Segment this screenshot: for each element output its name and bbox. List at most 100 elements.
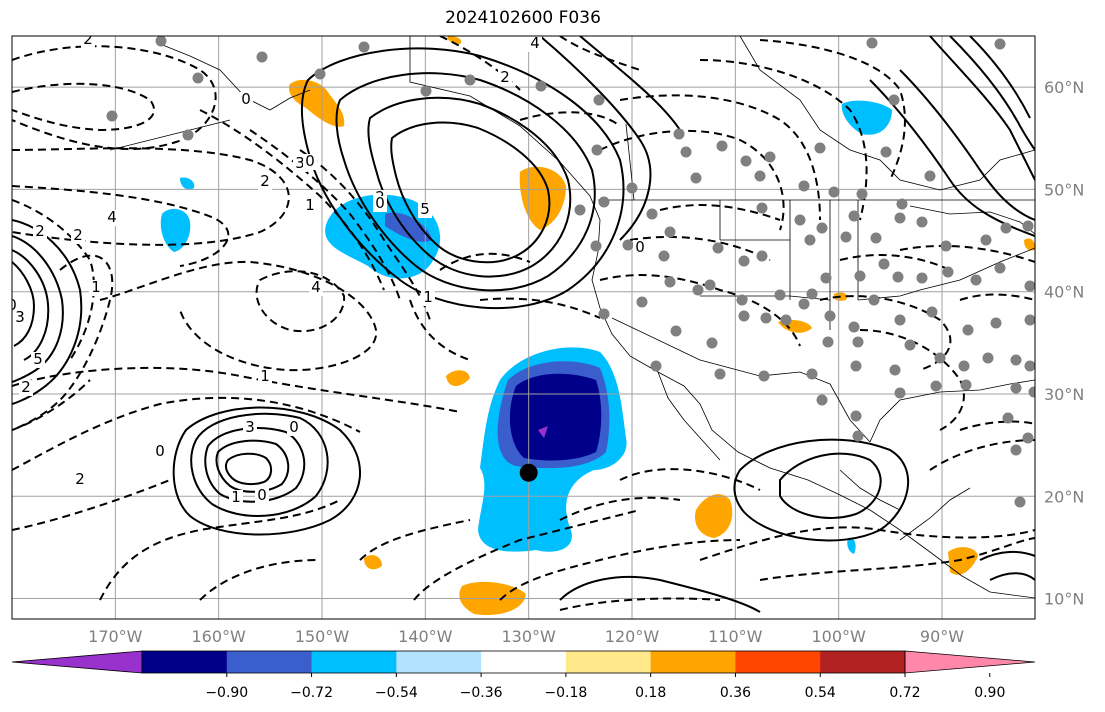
contour-label: 0 — [155, 442, 165, 460]
contour-label: 0 — [289, 418, 299, 436]
contour-label-bg — [71, 228, 85, 244]
station-dot — [822, 336, 834, 348]
station-dot — [738, 310, 750, 322]
contour-label: 2 — [35, 222, 45, 240]
station-dot — [756, 202, 768, 214]
colorbar-tick-label: 0.72 — [889, 685, 920, 701]
contour-labels: 24023124520402123520101023010 — [7, 34, 647, 506]
contour-label-bg — [31, 352, 45, 368]
contour-label-bg — [19, 380, 33, 396]
station-dot — [598, 308, 610, 320]
colorbar-tick-labels: −0.90 −0.72 −0.54 −0.36 −0.18 0.18 0.36 0.54 0.7… — [205, 673, 1005, 701]
contour-label-bg — [81, 36, 95, 48]
station-dot — [622, 239, 634, 251]
lon-tick-label: 100°W — [811, 627, 866, 646]
lon-tick-label: 120°W — [605, 627, 660, 646]
colorbar-tick-label: −0.72 — [290, 685, 333, 701]
contour-label-bg — [287, 420, 301, 436]
station-dot — [670, 325, 682, 337]
shaded-anomalies — [160, 36, 1035, 616]
contour-label: 5 — [420, 200, 430, 218]
colorbar — [11, 650, 1036, 674]
station-dot — [192, 72, 204, 84]
station-dot — [1010, 382, 1022, 394]
contour-label: 3 — [245, 418, 255, 436]
contour-label: 1 — [423, 288, 433, 306]
station-dot — [794, 214, 806, 226]
contour-label: 3 — [295, 154, 305, 172]
contour-label-bg — [239, 92, 253, 108]
contour-label: 0 — [635, 238, 645, 256]
station-dot — [816, 222, 828, 234]
station-dot — [574, 204, 586, 216]
station-dot — [692, 284, 704, 296]
contour-label: 0 — [257, 486, 267, 504]
contour-label-bg — [73, 472, 87, 488]
station-dot — [780, 314, 792, 326]
station-dot — [420, 85, 432, 97]
colorbar-tick-label: 0.36 — [720, 685, 751, 701]
contour-label: 5 — [33, 350, 43, 368]
station-dot — [358, 41, 370, 53]
station-dot — [962, 324, 974, 336]
station-dot — [894, 387, 906, 399]
station-dot — [1000, 222, 1012, 234]
contour-label-bg — [89, 280, 103, 296]
station-dot — [155, 36, 167, 47]
station-dot — [1010, 354, 1022, 366]
contour-label: 0 — [375, 194, 385, 212]
station-dot — [940, 240, 952, 252]
contour-label: 0 — [7, 296, 17, 314]
station-dot — [816, 394, 828, 406]
contour-label-bg — [528, 36, 542, 52]
station-dot — [738, 255, 750, 267]
lon-tick-label: 110°W — [708, 627, 763, 646]
station-dot — [892, 271, 904, 283]
station-dot — [712, 242, 724, 254]
station-dot — [1022, 220, 1034, 232]
station-dot — [664, 276, 676, 288]
lat-tick-label: 40°N — [1044, 283, 1084, 302]
contour-label-bg — [13, 310, 27, 326]
station-dot — [850, 410, 862, 422]
station-dot — [593, 94, 605, 106]
station-dot — [714, 368, 726, 380]
station-dot — [314, 68, 326, 80]
station-dot — [894, 314, 906, 326]
station-dot — [706, 337, 718, 349]
colorbar-tick-label: −0.90 — [205, 685, 248, 701]
lon-tick-label: 170°W — [88, 627, 143, 646]
station-dot — [958, 360, 970, 372]
lon-tick-label: 160°W — [191, 627, 246, 646]
colorbar-segment — [142, 651, 228, 673]
lon-tick-label: 130°W — [501, 627, 556, 646]
station-dot — [904, 339, 916, 351]
station-dot — [756, 250, 768, 262]
station-dot — [916, 272, 928, 284]
station-dot — [736, 294, 748, 306]
contour-label: 4 — [530, 34, 540, 52]
station-dot — [828, 186, 840, 198]
station-dot — [924, 170, 936, 182]
contour-label-bg — [418, 202, 432, 218]
station-dot — [182, 129, 194, 141]
colorbar-segment — [650, 651, 736, 673]
station-dot — [1010, 444, 1022, 456]
station-dot — [590, 240, 602, 252]
station-dot — [591, 144, 603, 156]
contour-label: 3 — [15, 308, 25, 326]
station-dot — [1002, 412, 1014, 424]
station-dot — [916, 216, 928, 228]
latitude-axis: 60°N 50°N 40°N 30°N 20°N 10°N — [1044, 78, 1084, 608]
contour-label-bg — [498, 70, 512, 86]
station-dot — [868, 294, 880, 306]
contour-label: 2 — [75, 470, 85, 488]
station-dot — [636, 296, 648, 308]
station-dot — [856, 188, 868, 200]
station-dot — [760, 312, 772, 324]
contour-label: 1 — [231, 488, 241, 506]
lat-tick-label: 60°N — [1044, 78, 1084, 97]
station-dot — [758, 370, 770, 382]
contour-label-bg — [633, 240, 647, 256]
